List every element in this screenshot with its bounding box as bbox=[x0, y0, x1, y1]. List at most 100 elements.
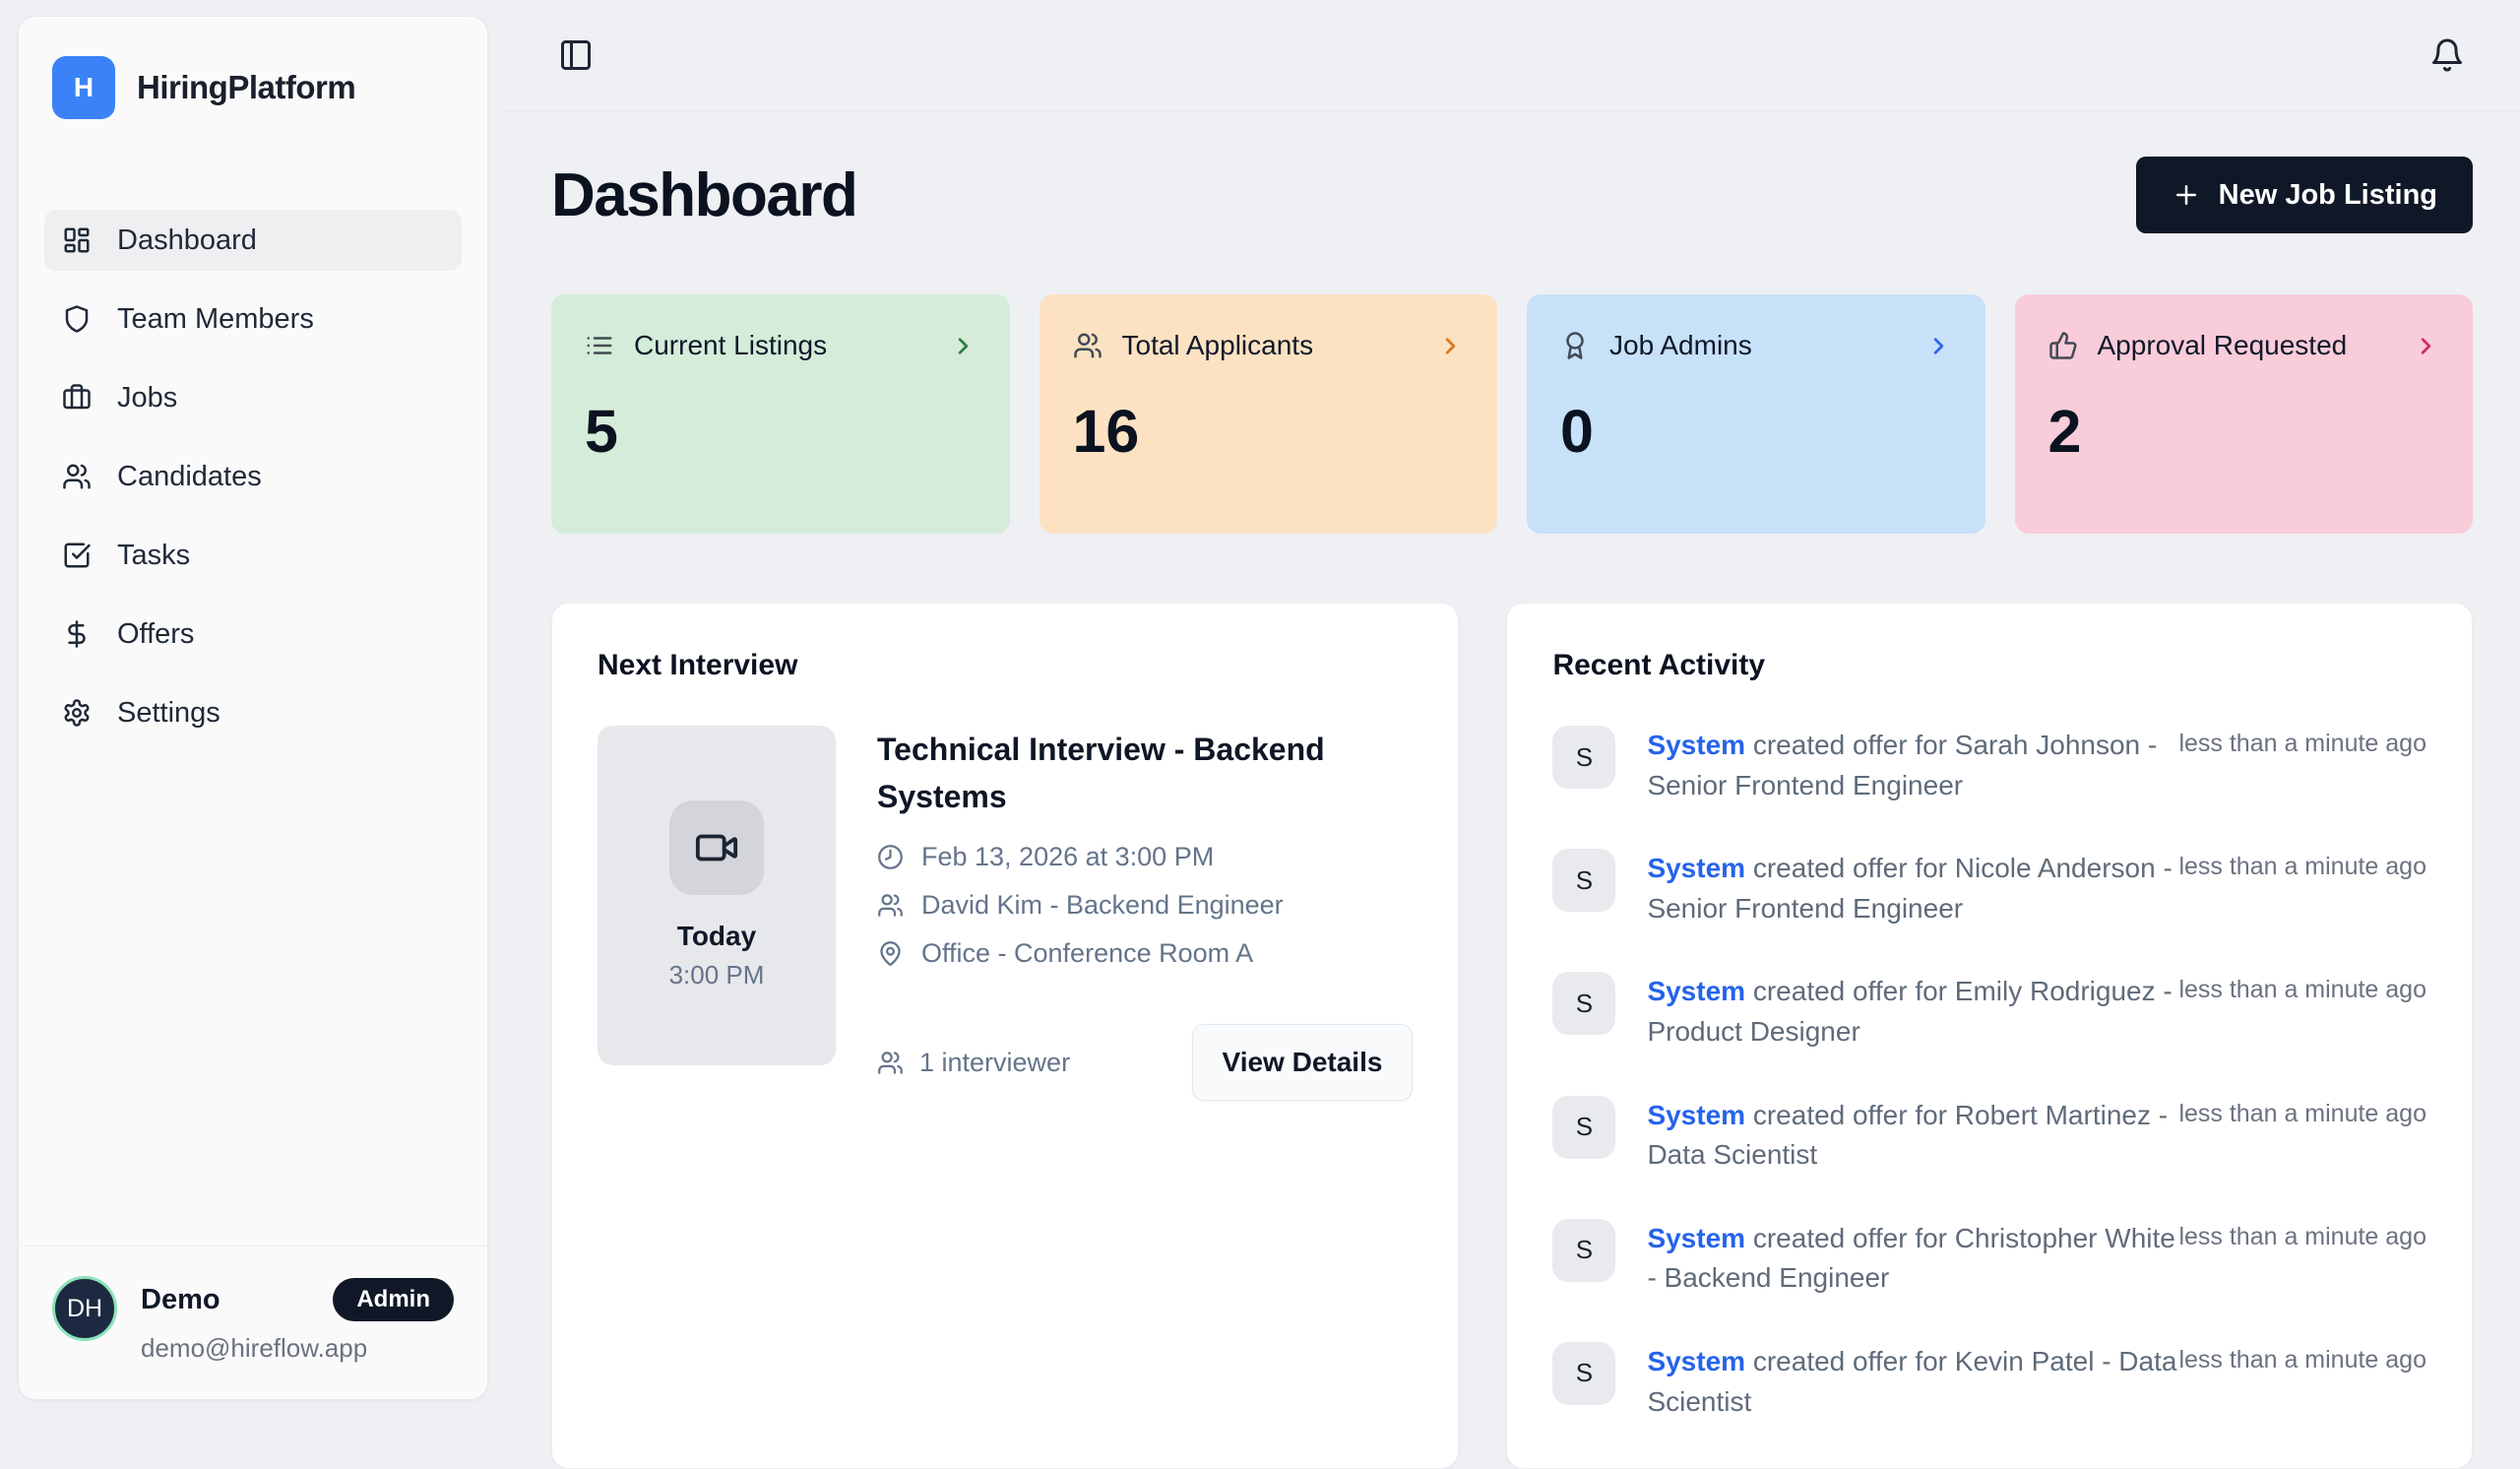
user-name: Demo bbox=[141, 1284, 220, 1316]
activity-text: System created offer for Sarah Johnson -… bbox=[1647, 726, 2178, 805]
recent-activity-heading: Recent Activity bbox=[1552, 649, 2426, 682]
interview-time-label: 3:00 PM bbox=[669, 960, 765, 990]
interview-datetime-text: Feb 13, 2026 at 3:00 PM bbox=[921, 842, 1214, 872]
activity-actor-link[interactable]: System bbox=[1647, 1100, 1745, 1130]
list-icon bbox=[585, 331, 614, 360]
next-interview-heading: Next Interview bbox=[598, 649, 1413, 682]
activity-actor-link[interactable]: System bbox=[1647, 1346, 1745, 1376]
users-icon bbox=[1073, 331, 1102, 360]
activity-text: System created offer for Christopher Whi… bbox=[1647, 1219, 2178, 1299]
sidebar-item-tasks[interactable]: Tasks bbox=[44, 525, 462, 586]
view-details-button[interactable]: View Details bbox=[1192, 1024, 1414, 1101]
users-icon bbox=[62, 462, 92, 491]
stat-label: Current Listings bbox=[634, 330, 827, 361]
video-camera-icon bbox=[669, 800, 764, 895]
interviewer-count-text: 1 interviewer bbox=[919, 1048, 1070, 1078]
activity-avatar: S bbox=[1552, 1342, 1615, 1405]
interview-date-label: Today bbox=[677, 921, 756, 952]
activity-item[interactable]: S System created offer for Sarah Johnson… bbox=[1552, 726, 2426, 805]
sidebar-item-label: Candidates bbox=[117, 461, 262, 493]
map-pin-icon bbox=[877, 940, 904, 967]
check-square-icon bbox=[62, 541, 92, 570]
interviewer-count: 1 interviewer bbox=[877, 1048, 1070, 1078]
chevron-right-icon bbox=[950, 333, 976, 359]
interview-date-tile: Today 3:00 PM bbox=[598, 726, 836, 1065]
stat-value: 5 bbox=[585, 397, 976, 466]
users-icon bbox=[877, 892, 904, 919]
new-job-listing-button[interactable]: New Job Listing bbox=[2136, 157, 2473, 233]
sidebar-item-label: Dashboard bbox=[117, 224, 257, 257]
activity-item[interactable]: S System created offer for Nicole Anders… bbox=[1552, 849, 2426, 928]
sidebar-item-candidates[interactable]: Candidates bbox=[44, 446, 462, 507]
activity-timestamp: less than a minute ago bbox=[2178, 1096, 2426, 1128]
user-email: demo@hireflow.app bbox=[141, 1333, 454, 1364]
activity-text: System created offer for Kevin Patel - D… bbox=[1647, 1342, 2178, 1422]
chevron-right-icon bbox=[1437, 333, 1464, 359]
stat-card-current-listings[interactable]: Current Listings 5 bbox=[551, 294, 1010, 534]
activity-actor-link[interactable]: System bbox=[1647, 1223, 1745, 1253]
plus-icon bbox=[2172, 180, 2201, 210]
activity-item[interactable]: S System created offer for Robert Martin… bbox=[1552, 1096, 2426, 1176]
role-badge: Admin bbox=[333, 1278, 454, 1321]
sidebar-item-label: Tasks bbox=[117, 540, 190, 572]
sidebar-item-jobs[interactable]: Jobs bbox=[44, 367, 462, 428]
chevron-right-icon bbox=[1925, 333, 1952, 359]
interview-title: Technical Interview - Backend Systems bbox=[877, 726, 1413, 820]
stat-value: 16 bbox=[1073, 397, 1465, 466]
layout-dashboard-icon bbox=[62, 225, 92, 255]
app-logo[interactable]: H HiringPlatform bbox=[44, 56, 462, 119]
activity-actor-link[interactable]: System bbox=[1647, 853, 1745, 883]
topbar bbox=[503, 0, 2520, 111]
activity-text: System created offer for Emily Rodriguez… bbox=[1647, 972, 2178, 1052]
new-job-listing-label: New Job Listing bbox=[2219, 179, 2437, 212]
sidebar-item-team-members[interactable]: Team Members bbox=[44, 288, 462, 350]
stat-card-job-admins[interactable]: Job Admins 0 bbox=[1527, 294, 1985, 534]
activity-timestamp: less than a minute ago bbox=[2178, 972, 2426, 1004]
interview-location: Office - Conference Room A bbox=[877, 938, 1413, 969]
user-menu[interactable]: DH Demo Admin demo@hireflow.app bbox=[19, 1245, 487, 1399]
notifications-button[interactable] bbox=[2429, 37, 2465, 73]
sidebar-item-label: Offers bbox=[117, 618, 194, 651]
activity-avatar: S bbox=[1552, 849, 1615, 912]
activity-text: System created offer for Robert Martinez… bbox=[1647, 1096, 2178, 1176]
activity-timestamp: less than a minute ago bbox=[2178, 1219, 2426, 1251]
activity-timestamp: less than a minute ago bbox=[2178, 1342, 2426, 1374]
sidebar-item-dashboard[interactable]: Dashboard bbox=[44, 210, 462, 271]
activity-avatar: S bbox=[1552, 1096, 1615, 1159]
activity-item[interactable]: S System created offer for Christopher W… bbox=[1552, 1219, 2426, 1299]
recent-activity-panel: Recent Activity S System created offer f… bbox=[1506, 603, 2473, 1469]
stat-card-total-applicants[interactable]: Total Applicants 16 bbox=[1040, 294, 1498, 534]
page-title: Dashboard bbox=[551, 160, 856, 230]
activity-actor-link[interactable]: System bbox=[1647, 976, 1745, 1006]
stat-label: Total Applicants bbox=[1122, 330, 1314, 361]
clock-icon bbox=[877, 844, 904, 870]
app-logo-icon: H bbox=[52, 56, 115, 119]
activity-item[interactable]: S System created offer for Emily Rodrigu… bbox=[1552, 972, 2426, 1052]
activity-actor-link[interactable]: System bbox=[1647, 730, 1745, 760]
stat-value: 0 bbox=[1560, 397, 1952, 466]
sidebar-nav: Dashboard Team Members Jobs Candidates T… bbox=[44, 210, 462, 743]
activity-timestamp: less than a minute ago bbox=[2178, 726, 2426, 758]
activity-avatar: S bbox=[1552, 972, 1615, 1035]
activity-avatar: S bbox=[1552, 1219, 1615, 1282]
stat-card-approval-requested[interactable]: Approval Requested 2 bbox=[2015, 294, 2474, 534]
briefcase-icon bbox=[62, 383, 92, 413]
page-content: Dashboard New Job Listing Current Listin… bbox=[503, 111, 2520, 1469]
activity-timestamp: less than a minute ago bbox=[2178, 849, 2426, 881]
bell-icon bbox=[2429, 37, 2465, 73]
activity-item[interactable]: S System created offer for Kevin Patel -… bbox=[1552, 1342, 2426, 1422]
sidebar-item-settings[interactable]: Settings bbox=[44, 682, 462, 743]
interview-interviewer-text: David Kim - Backend Engineer bbox=[921, 890, 1284, 921]
chevron-right-icon bbox=[2413, 333, 2439, 359]
dollar-icon bbox=[62, 619, 92, 649]
app-title: HiringPlatform bbox=[137, 69, 355, 106]
sidebar-item-offers[interactable]: Offers bbox=[44, 604, 462, 665]
stats-row: Current Listings 5 Total Applicants bbox=[551, 294, 2473, 534]
sidebar: H HiringPlatform Dashboard Team Members … bbox=[18, 16, 488, 1400]
next-interview-panel: Next Interview Today 3:00 PM Technical I… bbox=[551, 603, 1459, 1469]
gear-icon bbox=[62, 698, 92, 728]
sidebar-item-label: Team Members bbox=[117, 303, 314, 336]
sidebar-toggle-button[interactable] bbox=[558, 37, 594, 73]
shield-icon bbox=[62, 304, 92, 334]
user-info: Demo Admin demo@hireflow.app bbox=[141, 1276, 454, 1364]
